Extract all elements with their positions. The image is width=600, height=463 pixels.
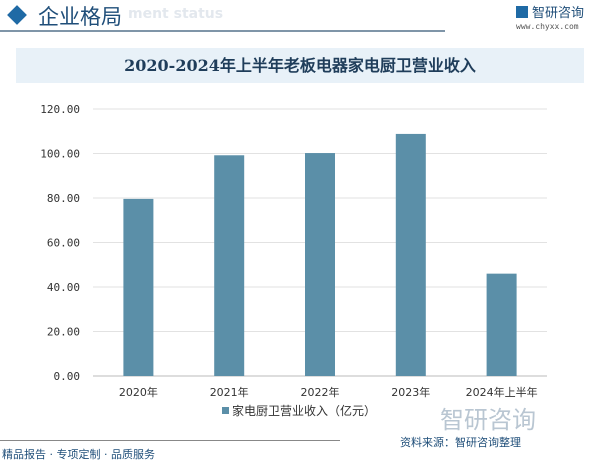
x-tick-label: 2021年 xyxy=(210,385,249,399)
bar xyxy=(395,133,426,376)
header-title: 企业格局 xyxy=(38,5,122,29)
y-tick-label: 80.00 xyxy=(47,192,80,205)
watermark: 智研咨询 xyxy=(440,406,536,434)
legend-swatch xyxy=(222,407,229,414)
x-tick-label: 2022年 xyxy=(301,385,340,399)
header-divider xyxy=(0,30,445,32)
chart-title: 2020-2024年上半年老板电器家电厨卫营业收入 xyxy=(124,56,476,75)
legend-label: 家电厨卫营业收入（亿元） xyxy=(232,403,376,418)
bar xyxy=(123,198,154,376)
brand-name: 智研咨询 xyxy=(532,6,585,21)
bar xyxy=(305,153,335,376)
x-tick-label: 2020年 xyxy=(119,385,158,399)
brand: 智研咨询 xyxy=(516,2,584,21)
footer-source: 资料来源：智研咨询整理 xyxy=(400,436,521,449)
brand-logo-icon xyxy=(516,6,528,18)
y-tick-label: 20.00 xyxy=(47,326,80,339)
y-tick-label: 0.00 xyxy=(54,370,81,383)
brand-url: www.chyxx.com xyxy=(516,22,579,31)
y-tick-label: 40.00 xyxy=(47,281,80,294)
chart-title-band: 2020-2024年上半年老板电器家电厨卫营业收入 xyxy=(16,48,584,83)
bar xyxy=(214,155,245,376)
x-tick-label: 2024年上半年 xyxy=(466,385,538,399)
x-tick-label: 2023年 xyxy=(391,385,430,399)
footer-divider xyxy=(0,440,340,441)
y-tick-label: 100.00 xyxy=(40,148,80,161)
y-tick-label: 60.00 xyxy=(47,237,80,250)
header-subtitle: ment status xyxy=(128,6,224,22)
bar xyxy=(486,273,517,376)
footer-slogan: 精品报告 · 专项定制 · 品质服务 xyxy=(2,448,155,461)
y-tick-label: 120.00 xyxy=(40,103,80,116)
